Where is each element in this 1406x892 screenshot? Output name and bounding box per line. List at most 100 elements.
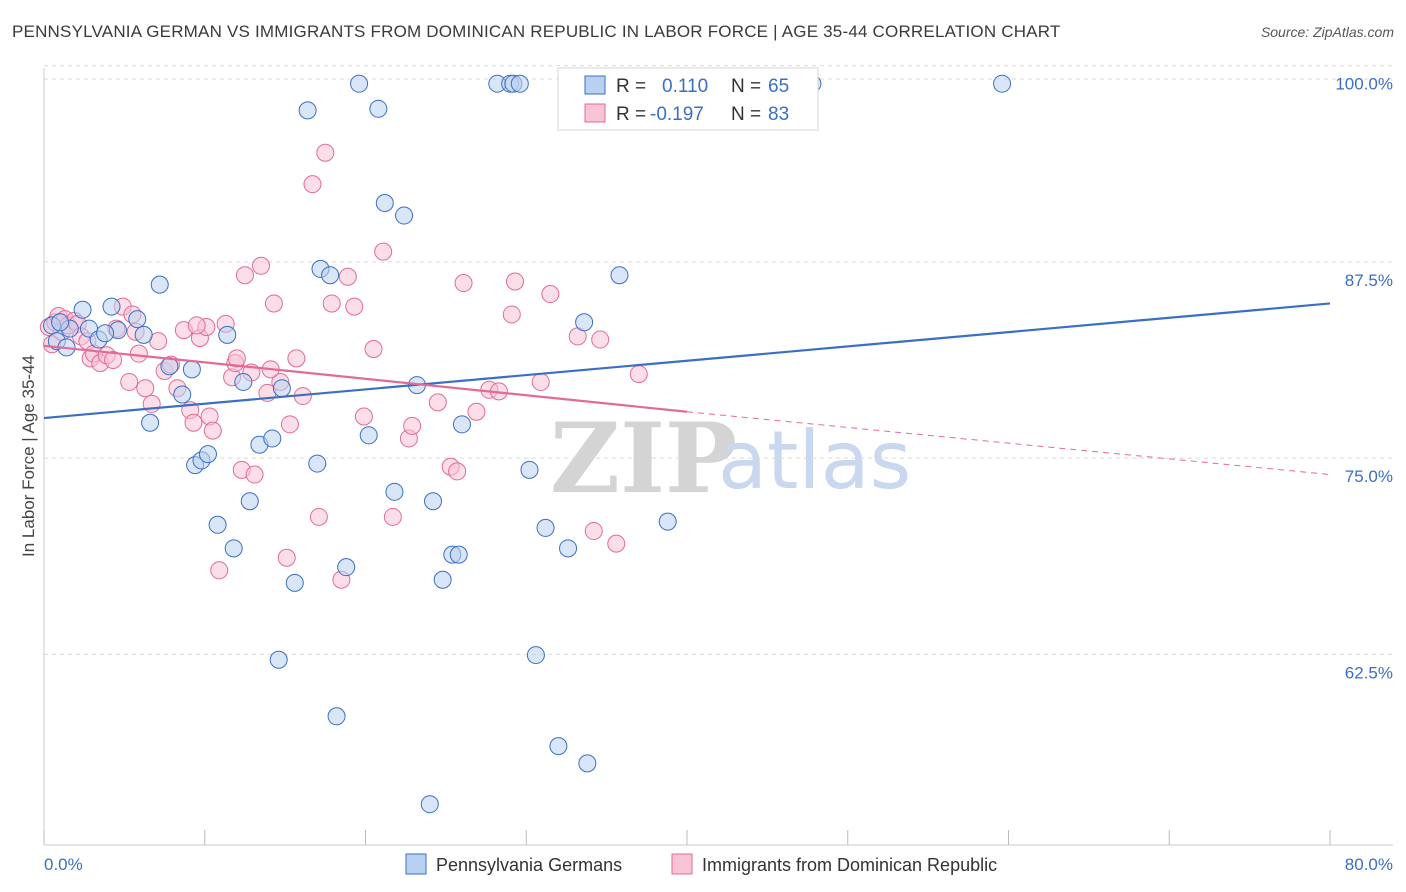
bottom-legend-swatch-pink xyxy=(671,853,693,875)
data-point-pa-german xyxy=(359,426,378,445)
data-point-pa-german xyxy=(424,492,443,511)
data-point-dominican xyxy=(264,294,283,313)
data-point-pa-german xyxy=(321,266,340,285)
data-point-dominican xyxy=(374,242,393,261)
data-point-pa-german xyxy=(285,573,304,592)
x-ticks xyxy=(43,830,1331,845)
data-point-pa-german xyxy=(526,646,545,665)
data-point-dominican xyxy=(403,416,422,435)
bottom-legend-label-1: Pennsylvania Germans xyxy=(436,855,622,875)
data-point-dominican xyxy=(322,294,341,313)
data-point-pa-german xyxy=(420,795,439,814)
data-point-pa-german xyxy=(375,193,394,212)
data-point-pa-german xyxy=(559,539,578,558)
data-point-dominican xyxy=(136,379,155,398)
data-point-pa-german xyxy=(198,445,217,464)
data-point-pa-german xyxy=(150,275,169,294)
data-point-pa-german xyxy=(96,324,115,343)
trend-line-dominican-extension xyxy=(686,411,1331,476)
trend-line-pa-german xyxy=(43,302,1331,420)
stats-legend: R = 0.110 N = 65 R = -0.197 N = 83 xyxy=(557,67,819,131)
bottom-legend-label-2: Immigrants from Dominican Republic xyxy=(702,855,997,875)
legend-swatch-pink xyxy=(584,103,606,123)
data-point-pa-german xyxy=(208,515,227,534)
trend-line-dominican xyxy=(43,344,688,413)
series-legend: Pennsylvania Germans Immigrants from Dom… xyxy=(405,853,997,875)
data-point-dominican xyxy=(428,393,447,412)
data-point-dominican xyxy=(129,344,148,363)
data-point-dominican xyxy=(607,534,626,553)
data-point-pa-german xyxy=(298,101,317,120)
data-point-pa-german xyxy=(369,99,388,118)
data-point-pa-german xyxy=(308,454,327,473)
data-point-pa-german xyxy=(575,313,594,332)
data-point-dominican xyxy=(280,415,299,434)
data-point-pa-german xyxy=(182,360,201,379)
data-point-dominican xyxy=(235,266,254,285)
data-point-dominican xyxy=(454,274,473,293)
data-point-pa-german xyxy=(234,372,253,391)
data-point-dominican xyxy=(502,305,521,324)
data-point-dominican xyxy=(277,548,296,567)
data-point-pa-german xyxy=(173,385,192,404)
data-point-pa-german xyxy=(350,74,369,93)
y-axis-label: In Labor Force | Age 35-44 xyxy=(19,355,38,557)
data-point-dominican xyxy=(345,297,364,316)
data-point-dominican xyxy=(541,285,560,304)
y-tick-label-87-5: 87.5% xyxy=(1345,271,1393,290)
data-point-pa-german xyxy=(272,379,291,398)
data-point-dominican xyxy=(187,316,206,335)
data-point-pa-german xyxy=(993,74,1012,93)
gridlines xyxy=(44,65,1393,655)
data-point-dominican xyxy=(309,507,328,526)
data-point-pa-german xyxy=(128,310,147,329)
data-point-dominican xyxy=(364,339,383,358)
data-point-pa-german xyxy=(263,429,282,448)
data-point-dominican xyxy=(505,272,524,291)
data-point-pa-german xyxy=(141,413,160,432)
data-point-pa-german xyxy=(218,325,237,344)
y-tick-label-62-5: 62.5% xyxy=(1345,663,1393,682)
data-point-dominican xyxy=(316,143,335,162)
watermark-atlas: atlas xyxy=(718,414,911,507)
data-point-pa-german xyxy=(610,266,629,285)
x-tick-label-max: 80.0% xyxy=(1345,855,1393,874)
source-label: Source: ZipAtlas.com xyxy=(1260,24,1394,40)
legend-n-label-1: N = xyxy=(731,76,761,97)
data-point-pa-german xyxy=(452,415,471,434)
legend-n-label-2: N = xyxy=(731,104,761,125)
data-point-pa-german xyxy=(73,300,92,319)
bottom-legend-swatch-blue xyxy=(405,853,427,875)
data-point-pa-german xyxy=(327,707,346,726)
data-point-pa-german xyxy=(269,650,288,669)
legend-r-value-2: -0.197 xyxy=(650,104,704,125)
data-point-pa-german xyxy=(578,754,597,773)
data-point-pa-german xyxy=(240,492,259,511)
data-point-dominican xyxy=(104,350,123,369)
data-point-dominican xyxy=(629,365,648,384)
data-point-dominican xyxy=(584,522,603,541)
y-tick-label-100: 100.0% xyxy=(1335,75,1393,94)
data-point-pa-german xyxy=(449,545,468,564)
series-dominican-points xyxy=(39,143,648,589)
data-point-pa-german xyxy=(395,206,414,225)
data-point-pa-german xyxy=(102,297,121,316)
data-point-dominican xyxy=(203,421,222,440)
data-point-dominican xyxy=(338,267,357,286)
data-point-pa-german xyxy=(658,512,677,531)
legend-n-value-1: 65 xyxy=(768,76,789,97)
data-point-dominican xyxy=(467,402,486,421)
data-point-pa-german xyxy=(520,460,539,479)
legend-r-label-2: R = xyxy=(616,104,646,125)
data-point-pa-german xyxy=(549,737,568,756)
data-point-pa-german xyxy=(134,325,153,344)
data-point-pa-german xyxy=(433,570,452,589)
series-pa-german-points xyxy=(43,74,1012,814)
data-point-dominican xyxy=(120,372,139,391)
data-point-dominican xyxy=(252,256,271,275)
data-point-pa-german xyxy=(385,482,404,501)
data-point-dominican xyxy=(383,507,402,526)
data-point-dominican xyxy=(210,561,229,580)
data-point-dominican xyxy=(184,413,203,432)
